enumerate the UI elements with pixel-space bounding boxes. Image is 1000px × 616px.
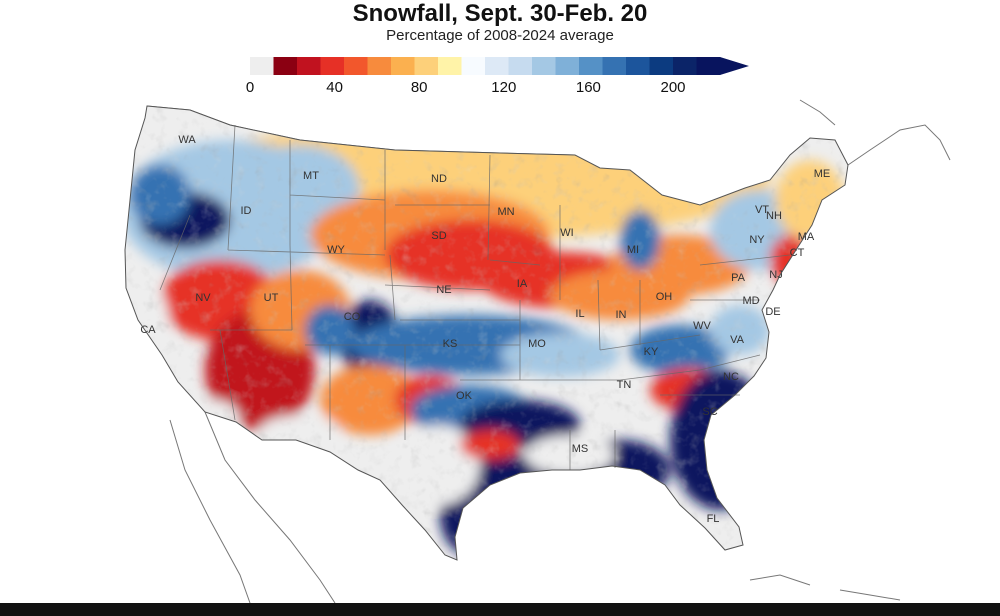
state-label-nc: NC [723,371,739,383]
state-label-ct: CT [790,247,805,259]
caribbean-islands-outline [749,574,901,601]
state-label-wa: WA [178,134,196,146]
legend-color-cells [250,57,721,75]
state-label-ne: NE [436,284,451,296]
legend-tick-label: 120 [491,79,516,96]
state-label-in: IN [616,309,627,321]
canada-east-coast-outline [799,99,951,166]
legend-cell [579,57,603,75]
legend-cell [508,57,533,75]
state-label-id: ID [241,205,252,217]
mexico-baja-outline [169,411,336,603]
state-label-ks: KS [443,338,458,350]
legend-cell [273,57,298,75]
state-label-nd: ND [431,173,447,185]
state-label-sd: SD [431,230,446,242]
us-outline [124,105,849,561]
state-borders [159,124,791,470]
state-label-pa: PA [731,272,746,284]
state-label-ut: UT [264,292,279,304]
legend-cell [391,57,415,75]
legend-cell [297,57,321,75]
legend-tick-label: 40 [326,79,343,96]
state-label-ky: KY [644,346,659,358]
border-lines [159,124,791,470]
legend-overflow-arrow [720,57,749,75]
legend-tick-label: 160 [576,79,601,96]
legend-cell [367,57,392,75]
state-label-ca: CA [140,324,156,336]
state-label-vt: VT [755,204,769,216]
state-label-ny: NY [749,234,765,246]
snowfall-data-field [125,106,848,560]
legend-cell [696,57,721,75]
state-label-de: DE [765,306,780,318]
state-label-mt: MT [303,170,319,182]
legend-cell [485,57,509,75]
legend-cell [555,57,580,75]
legend-cell [602,57,627,75]
state-label-me: ME [814,168,831,180]
state-label-co: CO [344,311,361,323]
color-legend: 0 40 80 120 160 200 [246,57,749,96]
map-title: Snowfall, Sept. 30-Feb. 20 [352,0,648,27]
state-label-md: MD [742,295,759,307]
state-label-fl: FL [707,513,720,525]
legend-cell [414,57,439,75]
legend-cell [673,57,697,75]
map-subtitle: Percentage of 2008-2024 average [386,27,614,44]
state-label-wv: WV [693,320,711,332]
legend-tick-label: 0 [246,79,254,96]
state-label-nv: NV [195,292,211,304]
bottom-bar [0,603,1000,616]
state-label-il: IL [575,308,584,320]
state-label-nj: NJ [769,269,782,281]
state-label-ia: IA [517,278,528,290]
legend-cell [320,57,345,75]
state-label-nh: NH [766,210,782,222]
state-label-mi: MI [627,244,639,256]
state-label-tn: TN [617,379,632,391]
legend-tick-labels: 0 40 80 120 160 200 [246,79,686,96]
legend-cell [250,57,274,75]
state-label-ma: MA [798,231,815,243]
legend-cell [461,57,486,75]
state-label-wy: WY [327,244,345,256]
state-label-oh: OH [656,291,673,303]
state-label-ms: MS [572,443,589,455]
legend-cell [438,57,462,75]
legend-cell [649,57,674,75]
snowfall-map: WA ID MT ND MN SD WY WI MI NE IA NV UT CO CA KS MO IL IN OH… [124,99,951,603]
legend-tick-label: 80 [411,79,428,96]
state-label-va: VA [730,334,745,346]
legend-tick-label: 200 [660,79,685,96]
legend-cell [344,57,368,75]
state-label-ok: OK [456,390,473,402]
state-label-sc: SC [702,406,717,418]
state-label-mn: MN [497,206,514,218]
state-label-wi: WI [560,227,573,239]
state-label-mo: MO [528,338,546,350]
state-labels: WA ID MT ND MN SD WY WI MI NE IA NV UT CO CA KS MO IL IN OH… [140,134,830,525]
legend-cell [532,57,556,75]
legend-cell [626,57,650,75]
texture-noise [125,106,848,560]
